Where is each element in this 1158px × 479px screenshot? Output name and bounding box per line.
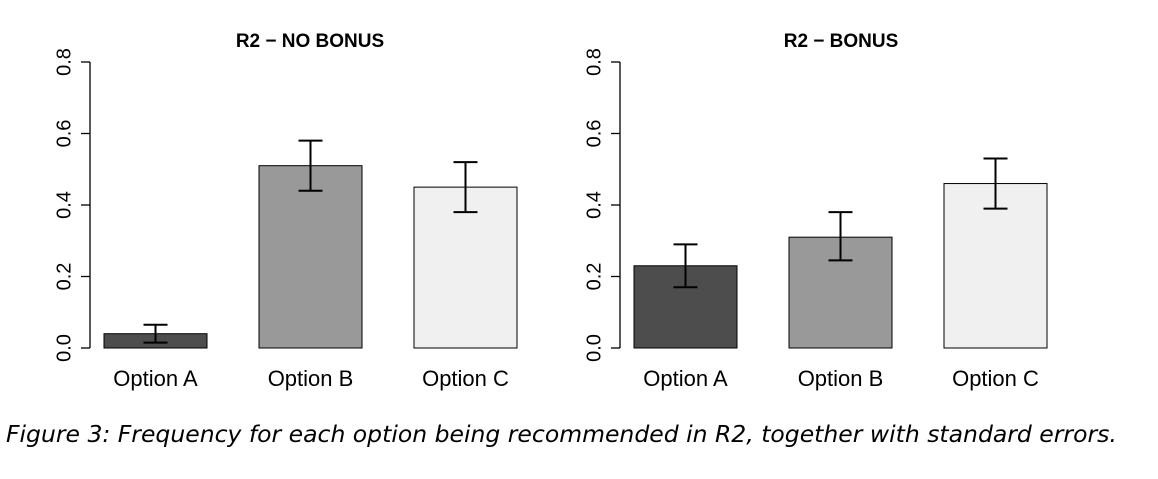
error-bar: [828, 211, 853, 262]
y-tick-label: 0.2: [53, 263, 75, 291]
figure-caption: Figure 3: Frequency for each option bein…: [6, 420, 1117, 448]
category-label: Option A: [113, 366, 198, 391]
y-tick-label: 0.6: [583, 120, 605, 148]
error-bar: [453, 161, 478, 214]
panel-no-bonus: R2 − NO BONUS 0.0 0.2 0.4 0.6 0.8 Option A Opti…: [53, 31, 518, 391]
error-bar: [673, 243, 698, 289]
error-bar: [298, 139, 323, 192]
panel-bonus: R2 − BONUS 0.0 0.2 0.4 0.6 0.8 Option A Option …: [583, 31, 1048, 391]
chart-title: R2 − NO BONUS: [236, 31, 384, 52]
y-tick-label: 0.4: [53, 191, 75, 219]
y-tick-label: 0.0: [583, 334, 605, 362]
category-label: Option C: [952, 366, 1039, 391]
y-tick-label: 0.8: [583, 48, 605, 76]
category-label: Option C: [422, 366, 509, 391]
figure: R2 − NO BONUS 0.0 0.2 0.4 0.6 0.8 Option A Opti…: [53, 31, 1048, 391]
error-bar: [983, 157, 1008, 210]
y-tick-label: 0.0: [53, 334, 75, 362]
category-label: Option B: [268, 366, 354, 391]
y-tick-label: 0.2: [583, 263, 605, 291]
error-bar: [143, 323, 168, 344]
category-label: Option A: [643, 366, 728, 391]
y-tick-label: 0.4: [583, 191, 605, 219]
y-tick-label: 0.8: [53, 48, 75, 76]
category-label: Option B: [798, 366, 884, 391]
y-tick-label: 0.6: [53, 120, 75, 148]
bar: [413, 186, 518, 349]
chart-title: R2 − BONUS: [784, 31, 899, 52]
bar: [258, 165, 363, 349]
